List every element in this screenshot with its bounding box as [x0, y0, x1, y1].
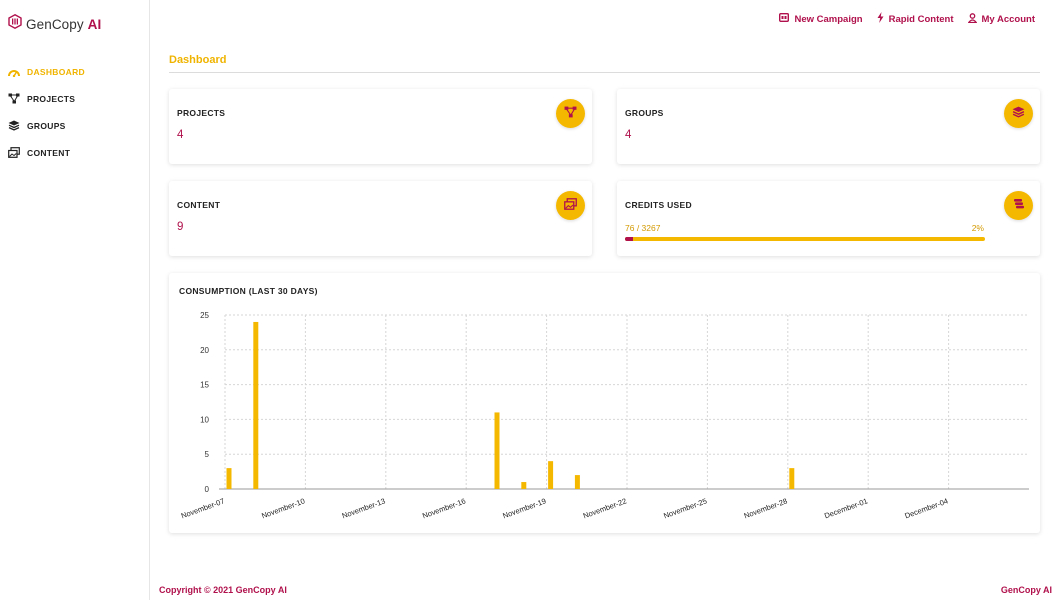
x-tick-label: November-10	[260, 496, 306, 520]
x-tick-label: November-07	[180, 496, 226, 520]
new-campaign-link[interactable]: New Campaign	[779, 12, 863, 25]
x-tick-label: November-22	[582, 496, 628, 520]
content-card-label: CONTENT	[177, 200, 221, 210]
x-tick-label: November-25	[662, 496, 708, 520]
credits-percent: 2%	[971, 223, 984, 233]
user-icon	[967, 12, 978, 26]
new-campaign-label: New Campaign	[794, 13, 863, 25]
x-tick-label: November-16	[421, 496, 467, 520]
groups-card-badge[interactable]	[1004, 99, 1033, 128]
credits-progress-bar	[625, 237, 985, 241]
credits-card: CREDITS USED 76 / 3267 2%	[617, 181, 1040, 256]
y-tick-label: 25	[200, 311, 209, 320]
chart-bar	[548, 461, 554, 489]
lightning-icon	[877, 12, 884, 26]
chart-title: CONSUMPTION (LAST 30 DAYS)	[179, 286, 318, 296]
campaign-icon	[779, 12, 790, 25]
consumption-chart: 0 5 10 15 20 25 November-07 November-10 November…	[180, 311, 1029, 520]
logo-text: GenCopy AI	[26, 16, 102, 32]
sidebar-item-projects[interactable]: PROJECTS	[0, 85, 150, 112]
groups-card: GROUPS 4	[617, 89, 1040, 164]
sidebar-item-label: DASHBOARD	[27, 66, 85, 77]
x-tick-label: November-19	[502, 496, 548, 520]
sidebar-item-label: GROUPS	[27, 120, 66, 131]
groups-count: 4	[625, 129, 632, 141]
footer-brand: GenCopy AI	[1000, 585, 1052, 595]
x-tick-label: December-01	[823, 496, 869, 520]
groups-layers-icon	[8, 120, 20, 132]
y-tick-label: 0	[205, 485, 210, 494]
rapid-content-label: Rapid Content	[888, 13, 954, 25]
credits-card-badge[interactable]	[1004, 191, 1033, 220]
credits-card-label: CREDITS USED	[625, 200, 692, 210]
coins-icon	[1013, 197, 1025, 215]
sidebar-item-content[interactable]: CONTENT	[0, 139, 150, 166]
credits-used-text: 76 / 3267	[625, 223, 661, 233]
logo[interactable]: GenCopy AI	[8, 14, 101, 34]
chart-bar	[574, 475, 580, 489]
consumption-chart-card: CONSUMPTION (LAST 30 DAYS) 0 5 10 15 20 25 Nov…	[169, 273, 1040, 533]
content-card-badge[interactable]	[556, 191, 585, 220]
x-tick-label: November-28	[743, 496, 789, 520]
sidebar-nav: DASHBOARD PROJECTS	[0, 58, 150, 166]
sidebar-item-dashboard[interactable]: DASHBOARD	[0, 58, 150, 85]
x-tick-label: December-04	[904, 496, 950, 520]
rapid-content-link[interactable]: Rapid Content	[877, 12, 954, 26]
sidebar-item-label: CONTENT	[27, 147, 71, 158]
content-card: CONTENT 9	[169, 181, 592, 256]
y-tick-label: 10	[200, 415, 209, 424]
page-title: Dashboard	[169, 54, 227, 66]
projects-count: 4	[177, 129, 184, 141]
credits-progress-fill	[625, 237, 634, 241]
y-tick-label: 15	[200, 381, 209, 390]
content-count: 9	[177, 221, 184, 233]
projects-nodes-icon	[8, 93, 20, 105]
chart-bar	[494, 412, 500, 489]
projects-card-badge[interactable]	[556, 99, 585, 128]
content-images-icon	[564, 197, 577, 215]
sidebar: GenCopy AI DASHBOARD	[0, 0, 150, 600]
title-divider	[169, 72, 1040, 73]
chart-bar	[253, 321, 259, 489]
y-tick-label: 5	[205, 450, 210, 459]
groups-card-label: GROUPS	[625, 108, 664, 118]
logo-mark-icon	[8, 14, 22, 34]
chart-bar	[789, 468, 795, 489]
projects-card-label: PROJECTS	[177, 108, 226, 118]
y-tick-label: 20	[200, 346, 209, 355]
chart-bar	[226, 468, 232, 489]
my-account-label: My Account	[981, 13, 1035, 25]
dashboard-gauge-icon	[8, 66, 20, 78]
chart-bar	[521, 482, 527, 489]
x-tick-label: November-13	[341, 496, 387, 520]
my-account-link[interactable]: My Account	[967, 12, 1035, 26]
projects-nodes-icon	[564, 105, 577, 123]
footer-copyright: Copyright © 2021 GenCopy AI	[159, 585, 287, 595]
top-bar: New Campaign Rapid Content My Account	[779, 12, 1035, 26]
projects-card: PROJECTS 4	[169, 89, 592, 164]
sidebar-item-label: PROJECTS	[27, 93, 76, 104]
content-images-icon	[8, 147, 20, 159]
sidebar-item-groups[interactable]: GROUPS	[0, 112, 150, 139]
groups-layers-icon	[1012, 105, 1025, 123]
